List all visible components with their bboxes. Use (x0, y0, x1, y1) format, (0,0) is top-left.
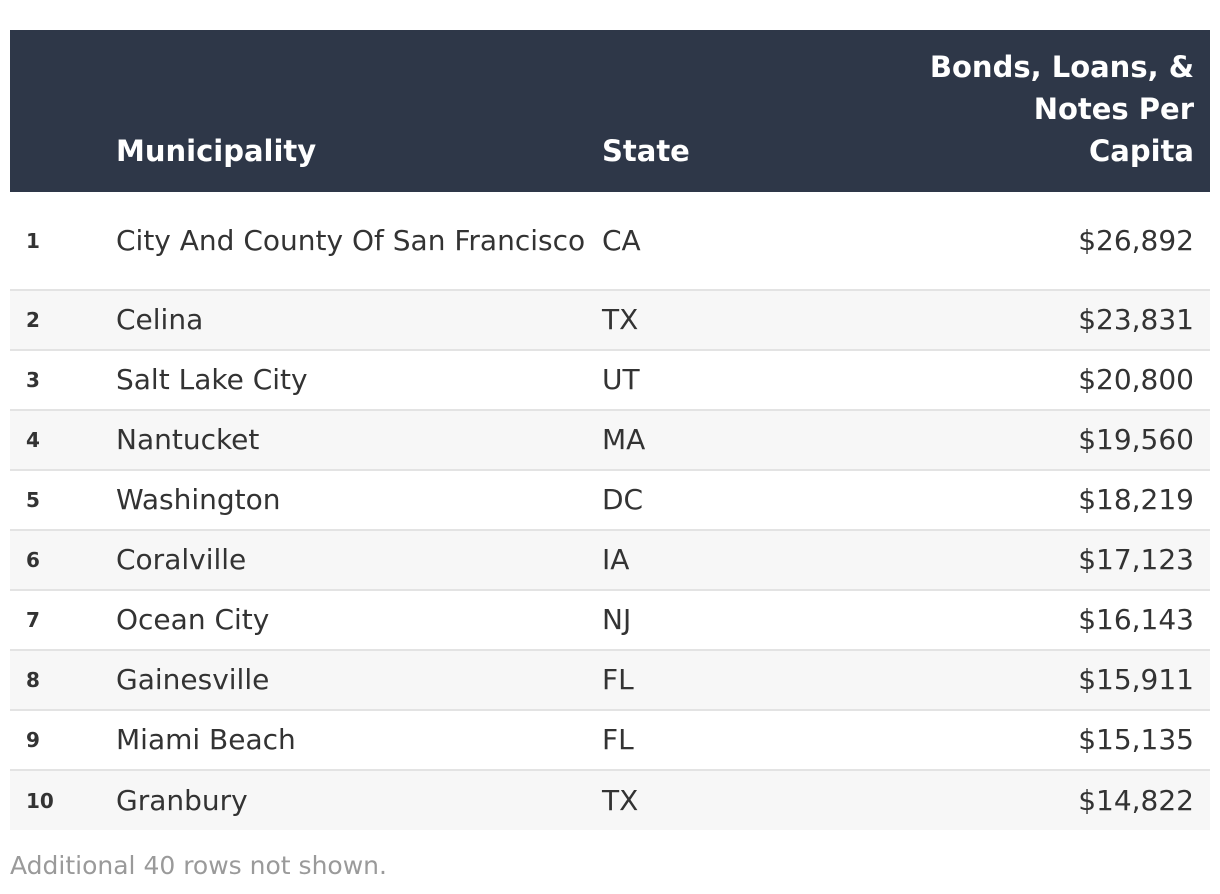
municipality-cell: Nantucket (116, 423, 260, 456)
state-header-label: State (602, 134, 690, 168)
debt-per-capita-cell: $15,135 (1078, 723, 1194, 756)
municipality-cell: Granbury (116, 783, 248, 817)
state-column-header[interactable]: State (602, 30, 902, 192)
debt-per-capita-cell: $18,219 (1078, 483, 1194, 516)
rank-cell: 9 (26, 728, 40, 752)
state-cell: FL (602, 723, 634, 756)
table-row: 9 Miami Beach FL $15,135 (10, 710, 1210, 770)
table-row: 1 City And County Of San Francisco CA $26,8… (10, 192, 1210, 290)
municipality-cell: Ocean City (116, 603, 270, 636)
municipality-header-label: Municipality (116, 134, 317, 168)
municipality-debt-table: Municipality State Bonds, Loans, & Notes … (10, 30, 1210, 830)
debt-per-capita-cell: $26,892 (1078, 223, 1194, 257)
state-cell: TX (602, 303, 639, 336)
debt-per-capita-cell: $16,143 (1078, 603, 1194, 636)
municipality-cell: Gainesville (116, 663, 270, 696)
table-row: 4 Nantucket MA $19,560 (10, 410, 1210, 470)
state-cell: CA (602, 223, 641, 257)
municipality-cell: Coralville (116, 543, 247, 576)
rank-cell: 5 (26, 488, 40, 512)
debt-header-line-2: Notes Per (1033, 92, 1194, 126)
rank-cell: 3 (26, 368, 40, 392)
rank-cell: 1 (26, 228, 40, 253)
rank-cell: 10 (26, 788, 54, 813)
table-body: 1 City And County Of San Francisco CA $26,8… (10, 192, 1210, 830)
rank-cell: 7 (26, 608, 40, 632)
debt-per-capita-column-header[interactable]: Bonds, Loans, & Notes Per Capita (902, 30, 1210, 192)
rank-cell: 8 (26, 668, 40, 692)
state-cell: FL (602, 663, 634, 696)
debt-header-line-3: Capita (1089, 134, 1194, 168)
debt-per-capita-cell: $20,800 (1078, 363, 1194, 396)
state-cell: DC (602, 483, 644, 516)
table-header-row: Municipality State Bonds, Loans, & Notes … (10, 30, 1210, 192)
table-row: 10 Granbury TX $14,822 (10, 770, 1210, 830)
rank-cell: 4 (26, 428, 40, 452)
rows-not-shown-note: Additional 40 rows not shown. (10, 851, 387, 880)
debt-per-capita-cell: $19,560 (1078, 423, 1194, 456)
state-cell: TX (602, 783, 639, 817)
municipality-cell: Salt Lake City (116, 363, 308, 396)
debt-per-capita-header-label: Bonds, Loans, & Notes Per Capita (930, 46, 1194, 172)
municipality-column-header[interactable]: Municipality (116, 30, 602, 192)
table-row: 7 Ocean City NJ $16,143 (10, 590, 1210, 650)
state-cell: NJ (602, 603, 632, 636)
rank-column-header[interactable] (10, 30, 116, 192)
rank-cell: 2 (26, 308, 40, 332)
table-row: 2 Celina TX $23,831 (10, 290, 1210, 350)
data-table-container: Municipality State Bonds, Loans, & Notes … (10, 30, 1210, 830)
debt-header-line-1: Bonds, Loans, & (929, 50, 1194, 84)
table-row: 8 Gainesville FL $15,911 (10, 650, 1210, 710)
state-cell: UT (602, 363, 640, 396)
table-row: 3 Salt Lake City UT $20,800 (10, 350, 1210, 410)
table-row: 5 Washington DC $18,219 (10, 470, 1210, 530)
debt-per-capita-cell: $23,831 (1078, 303, 1194, 336)
table-row: 6 Coralville IA $17,123 (10, 530, 1210, 590)
municipality-cell: City And County Of San Francisco (116, 223, 586, 257)
municipality-cell: Miami Beach (116, 723, 296, 756)
state-cell: IA (602, 543, 630, 576)
municipality-cell: Celina (116, 303, 204, 336)
debt-per-capita-cell: $15,911 (1078, 663, 1194, 696)
debt-per-capita-cell: $14,822 (1078, 783, 1194, 817)
state-cell: MA (602, 423, 646, 456)
table-header: Municipality State Bonds, Loans, & Notes … (10, 30, 1210, 192)
rank-cell: 6 (26, 548, 40, 572)
debt-per-capita-cell: $17,123 (1078, 543, 1194, 576)
municipality-cell: Washington (116, 483, 281, 516)
